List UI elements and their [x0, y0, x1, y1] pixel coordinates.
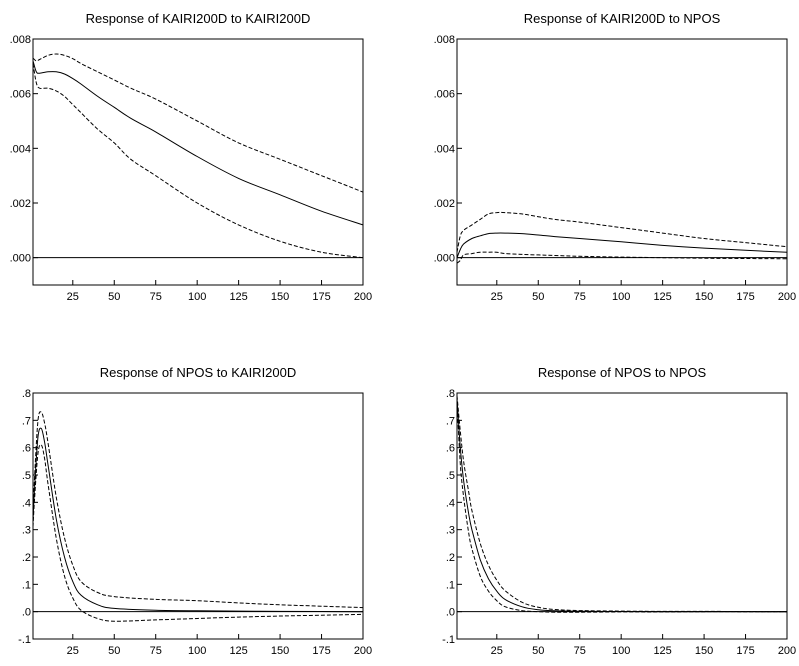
x-tick-label: 75 — [150, 645, 162, 657]
y-tick-label: -.1 — [442, 634, 455, 646]
x-tick-label: 200 — [354, 645, 372, 657]
panel-npos-to-kairi: Response of NPOS to KAIRI200D -.1 .0 .1 .2.… — [18, 365, 372, 657]
panel-npos-to-npos: Response of NPOS to NPOS -.1 .0 .1 .2 .3 .4 .5… — [442, 365, 796, 657]
x-tick-label: 200 — [778, 645, 796, 657]
panel-kairi-to-npos: Response of KAIRI200D to NPOS .000 .002 .0… — [434, 11, 797, 303]
x-tick-label: 50 — [108, 291, 120, 303]
y-tick-label: .008 — [10, 34, 31, 46]
y-tick-label: .8 — [446, 388, 455, 400]
x-tick-label: 25 — [491, 291, 503, 303]
x-tick-label: 50 — [532, 645, 544, 657]
x-tick-label: 100 — [612, 291, 630, 303]
x-tick-label: 100 — [188, 291, 206, 303]
chart-title: Response of NPOS to NPOS — [538, 365, 707, 380]
y-tick-label: .000 — [10, 253, 31, 265]
y-tick-label: .3 — [446, 525, 455, 537]
y-tick-label: .3 — [22, 525, 31, 537]
x-tick-label: 75 — [574, 291, 586, 303]
chart-title: Response of KAIRI200D to NPOS — [524, 11, 721, 26]
lower-band-line — [32, 63, 364, 259]
y-tick-label: .002 — [10, 198, 31, 210]
lower-band-line — [32, 444, 364, 622]
lower-band-line — [456, 251, 788, 264]
response-line — [456, 232, 788, 258]
y-tick-label: .8 — [22, 388, 31, 400]
x-tick-label: 125 — [229, 645, 247, 657]
response-line — [32, 427, 364, 613]
plot-frame — [32, 392, 364, 640]
x-tick-label: 150 — [271, 645, 289, 657]
y-tick-label: .1 — [446, 579, 455, 591]
y-tick-label: .6 — [446, 443, 455, 455]
response-line — [456, 398, 787, 613]
x-tick-label: 175 — [312, 291, 330, 303]
y-tick-label: .5 — [446, 470, 455, 482]
x-tick-label: 100 — [188, 645, 206, 657]
x-tick-label: 50 — [108, 645, 120, 657]
y-tick-label: .006 — [10, 89, 31, 101]
upper-band-line — [456, 211, 788, 253]
x-tick-label: 200 — [778, 291, 796, 303]
y-tick-label: .008 — [434, 34, 455, 46]
plot-frame — [456, 38, 788, 286]
x-tick-label: 150 — [695, 645, 713, 657]
x-tick-label: 25 — [491, 645, 503, 657]
y-tick-label: .004 — [434, 143, 455, 155]
y-tick-label: .4 — [22, 497, 31, 509]
x-tick-label: 50 — [532, 291, 544, 303]
x-tick-label: 75 — [150, 291, 162, 303]
chart-title: Response of NPOS to KAIRI200D — [100, 365, 297, 380]
y-tick-label: .002 — [434, 198, 455, 210]
upper-band-line — [456, 395, 788, 613]
x-tick-label: 25 — [67, 645, 79, 657]
panel-kairi-to-kairi: Response of KAIRI200D to KAIRI200D .000.… — [10, 11, 373, 303]
y-tick-label: .006 — [434, 89, 455, 101]
upper-band-line — [32, 411, 364, 609]
x-tick-label: 150 — [695, 291, 713, 303]
x-tick-label: 175 — [736, 645, 754, 657]
x-tick-label: 125 — [653, 291, 671, 303]
y-tick-label: .000 — [434, 253, 455, 265]
y-tick-label: .6 — [22, 443, 31, 455]
x-tick-label: 175 — [312, 645, 330, 657]
y-tick-label: .0 — [446, 607, 455, 619]
y-tick-label: .1 — [22, 579, 31, 591]
x-tick-label: 150 — [271, 291, 289, 303]
chart-title: Response of KAIRI200D to KAIRI200D — [86, 11, 311, 26]
y-tick-label: -.1 — [18, 634, 31, 646]
upper-band-line — [32, 53, 364, 193]
x-tick-label: 25 — [67, 291, 79, 303]
lower-band-line — [456, 401, 787, 613]
y-tick-label: .5 — [22, 470, 31, 482]
x-tick-label: 75 — [574, 645, 586, 657]
y-tick-label: .2 — [446, 552, 455, 564]
y-tick-label: .0 — [22, 607, 31, 619]
y-tick-label: .2 — [22, 552, 31, 564]
x-tick-label: 125 — [653, 645, 671, 657]
plot-frame — [456, 392, 788, 640]
x-tick-label: 175 — [736, 291, 754, 303]
x-tick-label: 200 — [354, 291, 372, 303]
y-tick-label: .004 — [10, 143, 31, 155]
plot-frame — [32, 38, 364, 286]
x-tick-label: 100 — [612, 645, 630, 657]
y-tick-label: .7 — [22, 415, 31, 427]
y-tick-label: .4 — [446, 497, 455, 509]
x-tick-label: 125 — [229, 291, 247, 303]
y-tick-label: .7 — [446, 415, 455, 427]
response-line — [32, 60, 364, 226]
